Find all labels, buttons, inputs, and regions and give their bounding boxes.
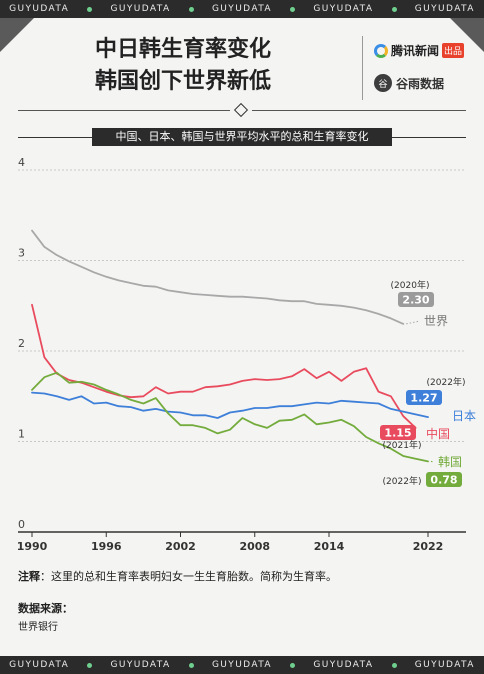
x-tick-label: 2002 xyxy=(165,540,196,553)
end-year-label-china: (2021年) xyxy=(383,439,422,451)
ribbon-dot-icon xyxy=(87,662,93,668)
y-tick-label: 0 xyxy=(18,518,25,531)
ribbon-word: GUYUDATA xyxy=(313,660,374,670)
guyu-logo-icon: 谷 xyxy=(374,74,392,92)
series-name-label-world: 世界 xyxy=(424,314,448,328)
brand2-name: 谷雨数据 xyxy=(396,76,445,91)
end-value-label-china: 1.15 xyxy=(384,427,411,440)
y-tick-label: 2 xyxy=(18,337,25,350)
top-ribbon: GUYUDATA GUYUDATA GUYUDATA GUYUDATA GUYU… xyxy=(0,0,484,18)
end-value-label-korea: 0.78 xyxy=(430,474,457,487)
brand-guyu-data: 谷 谷雨数据 xyxy=(374,74,444,92)
chart-title: 中国、日本、韩国与世界平均水平的总和生育率变化 xyxy=(92,128,392,146)
end-value-box-china xyxy=(380,425,416,440)
corner-decoration-left xyxy=(0,18,34,52)
end-year-label-korea: (2022年) xyxy=(383,475,422,487)
ribbon-word: GUYUDATA xyxy=(211,4,272,14)
ribbon-dot-icon xyxy=(391,662,397,668)
x-tick-label: 2008 xyxy=(239,540,270,553)
note-label: 注释 xyxy=(18,570,40,583)
ribbon-word: GUYUDATA xyxy=(414,660,475,670)
ribbon-word: GUYUDATA xyxy=(9,4,70,14)
chart-title-bar: 中国、日本、韩国与世界平均水平的总和生育率变化 xyxy=(18,128,466,146)
bottom-ribbon: GUYUDATA GUYUDATA GUYUDATA GUYUDATA GUYU… xyxy=(0,656,484,674)
header-divider xyxy=(362,36,363,100)
x-tick-label: 2014 xyxy=(314,540,345,553)
note-text: ：这里的总和生育率表明妇女一生生育胎数。简称为生育率。 xyxy=(40,570,337,583)
series-line-japan xyxy=(31,391,429,419)
end-value-box-world xyxy=(398,292,434,307)
series-name-label-china: 中国 xyxy=(426,426,450,441)
source-label: 数据来源： xyxy=(18,602,73,615)
end-value-box-korea xyxy=(426,472,462,487)
end-value-label-japan: 1.27 xyxy=(410,392,437,405)
brand1-name: 腾讯新闻 xyxy=(391,44,440,58)
header-rule-left xyxy=(18,110,230,111)
x-tick-label: 1996 xyxy=(91,540,122,553)
series-name-label-korea: 韩国 xyxy=(438,454,462,469)
series-line-korea xyxy=(31,371,429,463)
leader-line-world xyxy=(406,320,421,325)
title-line-2: 韩国创下世界新低 xyxy=(94,69,271,94)
ribbon-word: GUYUDATA xyxy=(110,4,171,14)
ribbon-dot-icon xyxy=(87,6,93,12)
series-name-label-japan: 日本 xyxy=(452,409,476,423)
ribbon-word: GUYUDATA xyxy=(9,660,70,670)
source-value: 世界银行 xyxy=(18,622,58,633)
ribbon-word: GUYUDATA xyxy=(211,660,272,670)
leader-line-korea xyxy=(430,460,435,463)
ribbon-dot-icon xyxy=(290,662,296,668)
end-year-label-japan: (2022年) xyxy=(427,376,466,388)
series-line-world xyxy=(31,229,405,325)
fertility-line-chart: 0 1 2 3 4 1990 1996 2002 2008 2014 2022 (2020年) 2.30… xyxy=(17,156,476,553)
x-tick-label: 2022 xyxy=(413,540,444,553)
ribbon-word: GUYUDATA xyxy=(110,660,171,670)
tencent-logo-icon xyxy=(374,43,388,58)
ribbon-dot-icon xyxy=(391,6,397,12)
end-year-label-world: (2020年) xyxy=(391,279,430,291)
chart-note: 注释：这里的总和生育率表明妇女一生生育胎数。简称为生育率。 xyxy=(18,568,337,584)
ribbon-dot-icon xyxy=(188,662,194,668)
end-value-box-japan xyxy=(406,390,442,405)
y-tick-label: 4 xyxy=(18,156,25,169)
title-line-1: 中日韩生育率变化 xyxy=(94,37,271,62)
page-title: 中日韩生育率变化 韩国创下世界新低 xyxy=(58,34,308,98)
header-rule-right xyxy=(252,110,466,111)
y-tick-label: 3 xyxy=(18,247,25,260)
series-line-china xyxy=(31,303,417,429)
ribbon-dot-icon xyxy=(188,6,194,12)
brand1-tag: 出品 xyxy=(442,43,465,58)
x-tick-label: 1990 xyxy=(17,540,48,553)
y-tick-label: 1 xyxy=(18,428,25,441)
brand-tencent-news: 腾讯新闻 出品 xyxy=(374,42,465,59)
ribbon-word: GUYUDATA xyxy=(414,4,475,14)
ribbon-word: GUYUDATA xyxy=(313,4,374,14)
end-value-label-world: 2.30 xyxy=(402,294,429,307)
ribbon-dot-icon xyxy=(290,6,296,12)
diamond-icon xyxy=(233,102,249,118)
